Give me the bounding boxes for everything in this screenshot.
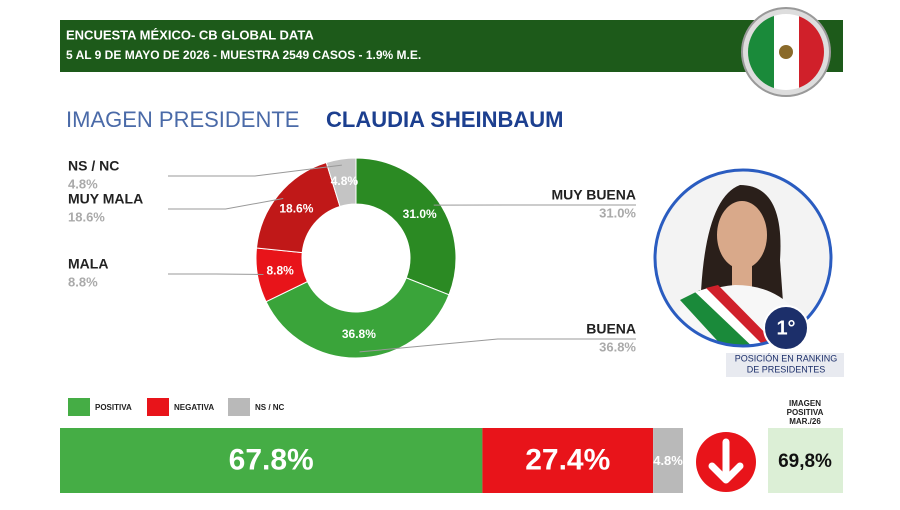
comparison-title: MAR./26 (789, 417, 821, 426)
category-value: 4.8% (68, 176, 98, 191)
slice-label: 31.0% (403, 207, 437, 221)
rank: 1° (776, 317, 795, 339)
category-label: MUY BUENA (551, 187, 636, 203)
category-value: 8.8% (68, 274, 98, 289)
chart-subtitle: CLAUDIA SHEINBAUM (326, 107, 564, 132)
header-title: ENCUESTA MÉXICO- CB GLOBAL DATA (66, 27, 314, 42)
category-label: NS / NC (68, 158, 119, 174)
category-label: MALA (68, 256, 108, 272)
chart-title: IMAGEN PRESIDENTE (66, 107, 299, 132)
legend-label: NEGATIVA (174, 403, 214, 412)
slice-label: 4.8% (331, 174, 359, 188)
rank-caption: DE PRESIDENTES (747, 364, 826, 374)
segment-label: 67.8% (229, 443, 314, 476)
legend-swatch (228, 398, 250, 416)
segment-label: 27.4% (525, 443, 610, 476)
category-value: 31.0% (599, 205, 636, 220)
slice-label: 18.6% (279, 201, 313, 215)
leader-line (168, 199, 283, 209)
category-label: BUENA (586, 321, 636, 337)
legend-label: POSITIVA (95, 403, 132, 412)
comparison-title: IMAGEN (789, 399, 821, 408)
portrait (655, 170, 831, 360)
slice-label: 36.8% (342, 327, 376, 341)
slice-label: 8.8% (267, 264, 295, 278)
legend-swatch (68, 398, 90, 416)
category-value: 36.8% (599, 339, 636, 354)
comparison-value: 69,8% (778, 451, 832, 472)
legend-swatch (147, 398, 169, 416)
flag (742, 8, 830, 96)
segment-label: 4.8% (653, 453, 683, 468)
header-subtitle: 5 AL 9 DE MAYO DE 2026 - MUESTRA 2549 CA… (66, 48, 421, 62)
comparison-title: POSITIVA (787, 408, 824, 417)
donut-slice (356, 158, 456, 295)
category-value: 18.6% (68, 209, 105, 224)
category-label: MUY MALA (68, 191, 143, 207)
legend-label: NS / NC (255, 403, 285, 412)
rank-caption: POSICIÓN EN RANKING (735, 353, 838, 363)
